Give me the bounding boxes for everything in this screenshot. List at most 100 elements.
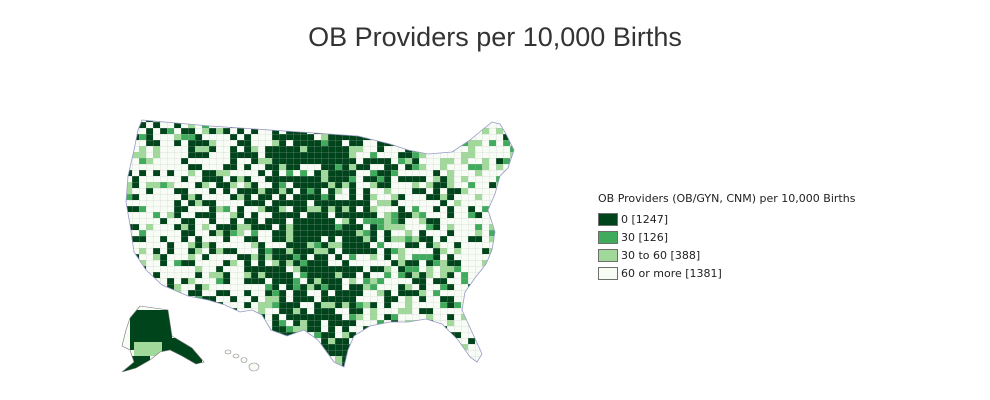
county-cell bbox=[97, 236, 104, 242]
county-cell bbox=[272, 380, 279, 385]
county-cell bbox=[405, 122, 412, 128]
county-cell bbox=[496, 120, 503, 122]
legend-label: 30 to 60 [388] bbox=[621, 248, 701, 262]
county-cell bbox=[286, 338, 293, 344]
county-cell bbox=[286, 350, 293, 356]
county-cell bbox=[237, 380, 244, 385]
county-cell bbox=[251, 344, 258, 350]
county-cell bbox=[111, 350, 118, 356]
county-cell bbox=[244, 122, 251, 128]
county-cell bbox=[321, 356, 328, 362]
county-cell bbox=[517, 128, 524, 134]
county-cell bbox=[244, 338, 251, 344]
legend: OB Providers (OB/GYN, CNM) per 10,000 Bi… bbox=[598, 192, 855, 283]
county-cell bbox=[300, 380, 307, 385]
county-cell bbox=[356, 374, 363, 380]
county-cell bbox=[461, 380, 468, 385]
county-cell bbox=[118, 176, 125, 182]
county-cell bbox=[377, 368, 384, 374]
county-cell bbox=[440, 368, 447, 374]
county-cell bbox=[510, 314, 514, 320]
county-cell bbox=[132, 120, 139, 122]
hawaii bbox=[224, 349, 260, 372]
county-cell bbox=[90, 218, 97, 224]
county-cell bbox=[237, 110, 244, 116]
county-cell bbox=[118, 170, 125, 176]
county-cell bbox=[90, 242, 97, 248]
county-cell bbox=[90, 380, 97, 385]
county-cell bbox=[328, 380, 335, 385]
county-cell bbox=[377, 338, 384, 344]
county-cell bbox=[454, 110, 461, 116]
county-cell bbox=[524, 260, 530, 266]
county-cell bbox=[258, 122, 265, 128]
county-cell bbox=[314, 374, 321, 380]
county-cell bbox=[489, 332, 496, 338]
county-cell bbox=[510, 368, 517, 374]
county-cell bbox=[118, 200, 125, 206]
county-cell bbox=[377, 344, 384, 350]
county-cell bbox=[97, 140, 104, 146]
county-cell bbox=[104, 314, 111, 320]
county-cell bbox=[398, 326, 405, 332]
county-cell bbox=[363, 128, 370, 134]
county-cell bbox=[356, 350, 363, 356]
county-cell bbox=[223, 120, 230, 122]
county-cell bbox=[111, 278, 118, 284]
county-cell bbox=[349, 362, 356, 367]
county-cell bbox=[90, 140, 97, 146]
county-cell bbox=[335, 122, 342, 128]
county-cell bbox=[118, 356, 125, 362]
county-cell bbox=[370, 332, 377, 338]
county-cell bbox=[328, 122, 335, 128]
county-cell bbox=[398, 338, 405, 344]
county-cell bbox=[104, 230, 111, 236]
county-cell bbox=[342, 128, 349, 134]
county-cell bbox=[139, 278, 146, 284]
county-cell bbox=[265, 362, 272, 367]
county-cell bbox=[237, 120, 244, 122]
county-cell bbox=[363, 380, 370, 385]
county-cell bbox=[356, 344, 363, 350]
county-cell bbox=[412, 326, 419, 332]
county-cell bbox=[265, 338, 272, 344]
county-cell bbox=[349, 120, 356, 122]
county-cell bbox=[230, 326, 237, 332]
county-cell bbox=[97, 122, 104, 128]
county-cell bbox=[167, 380, 174, 385]
county-cell bbox=[510, 212, 514, 218]
county-cell bbox=[258, 374, 265, 380]
county-cell bbox=[293, 120, 300, 122]
county-cell bbox=[97, 218, 104, 224]
county-cell bbox=[195, 320, 202, 326]
county-cell bbox=[440, 120, 447, 122]
county-cell bbox=[426, 140, 433, 146]
county-cell bbox=[503, 236, 510, 242]
county-cell bbox=[426, 326, 433, 332]
county-cell bbox=[286, 368, 293, 374]
county-cell bbox=[160, 110, 167, 116]
county-cell bbox=[405, 368, 412, 374]
county-cell bbox=[419, 146, 426, 152]
county-cell bbox=[111, 122, 118, 128]
county-cell bbox=[314, 356, 321, 362]
county-cell bbox=[468, 308, 475, 314]
county-cell bbox=[279, 120, 286, 122]
county-cell bbox=[328, 128, 335, 134]
county-cell bbox=[370, 120, 377, 122]
county-cell bbox=[293, 338, 300, 344]
county-cell bbox=[517, 116, 524, 122]
county-cell bbox=[356, 110, 363, 116]
county-cell bbox=[370, 110, 377, 116]
county-cell bbox=[503, 290, 510, 296]
county-cell bbox=[111, 128, 118, 134]
county-cell bbox=[398, 380, 405, 385]
county-cell bbox=[482, 120, 489, 122]
county-cell bbox=[195, 308, 202, 314]
county-cell bbox=[104, 110, 111, 116]
county-cell bbox=[482, 374, 489, 380]
county-cell bbox=[146, 374, 153, 380]
county-cell bbox=[97, 242, 104, 248]
county-cell bbox=[447, 356, 454, 362]
county-cell bbox=[496, 236, 503, 242]
